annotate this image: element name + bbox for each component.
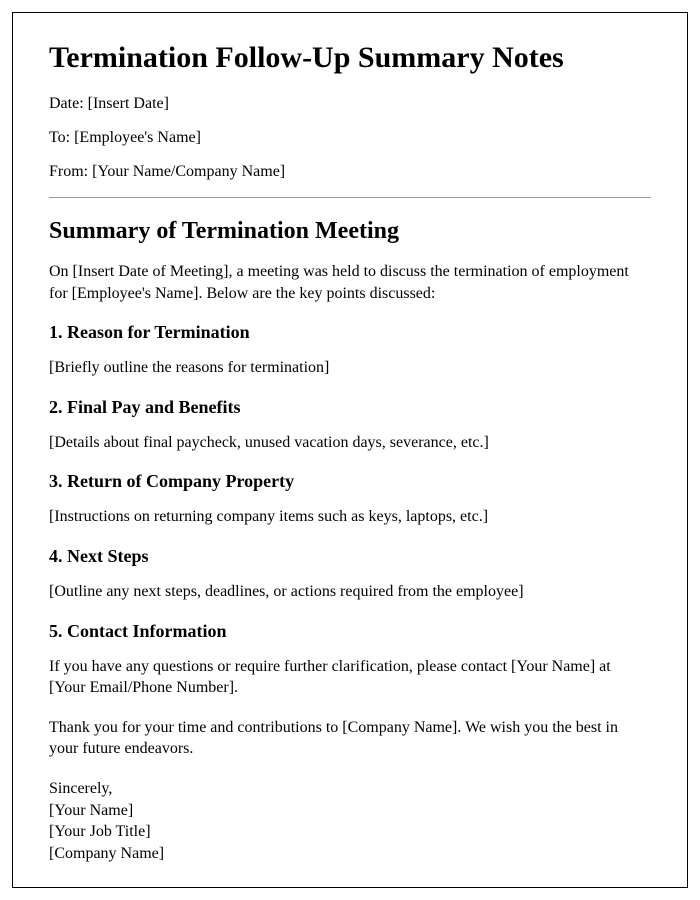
section-3-heading: 3. Return of Company Property — [49, 471, 651, 492]
signature-sincerely: Sincerely, — [49, 778, 651, 800]
section-4-heading: 4. Next Steps — [49, 546, 651, 567]
page-title: Termination Follow-Up Summary Notes — [49, 41, 651, 75]
closing-paragraph: Thank you for your time and contribution… — [49, 717, 651, 760]
signature-company: [Company Name] — [49, 843, 651, 865]
divider — [49, 197, 651, 198]
section-5-heading: 5. Contact Information — [49, 621, 651, 642]
section-2-body: [Details about final paycheck, unused va… — [49, 432, 651, 454]
section-2-heading: 2. Final Pay and Benefits — [49, 397, 651, 418]
section-4-body: [Outline any next steps, deadlines, or a… — [49, 581, 651, 603]
meta-from: From: [Your Name/Company Name] — [49, 163, 651, 181]
meta-date: Date: [Insert Date] — [49, 95, 651, 113]
section-1-body: [Briefly outline the reasons for termina… — [49, 357, 651, 379]
document-container: Termination Follow-Up Summary Notes Date… — [12, 12, 688, 888]
meta-to: To: [Employee's Name] — [49, 129, 651, 147]
section-3-body: [Instructions on returning company items… — [49, 506, 651, 528]
summary-heading: Summary of Termination Meeting — [49, 218, 651, 245]
section-1-heading: 1. Reason for Termination — [49, 322, 651, 343]
intro-paragraph: On [Insert Date of Meeting], a meeting w… — [49, 261, 651, 304]
section-5-body: If you have any questions or require fur… — [49, 656, 651, 699]
signature-name: [Your Name] — [49, 800, 651, 822]
signature-job-title: [Your Job Title] — [49, 821, 651, 843]
